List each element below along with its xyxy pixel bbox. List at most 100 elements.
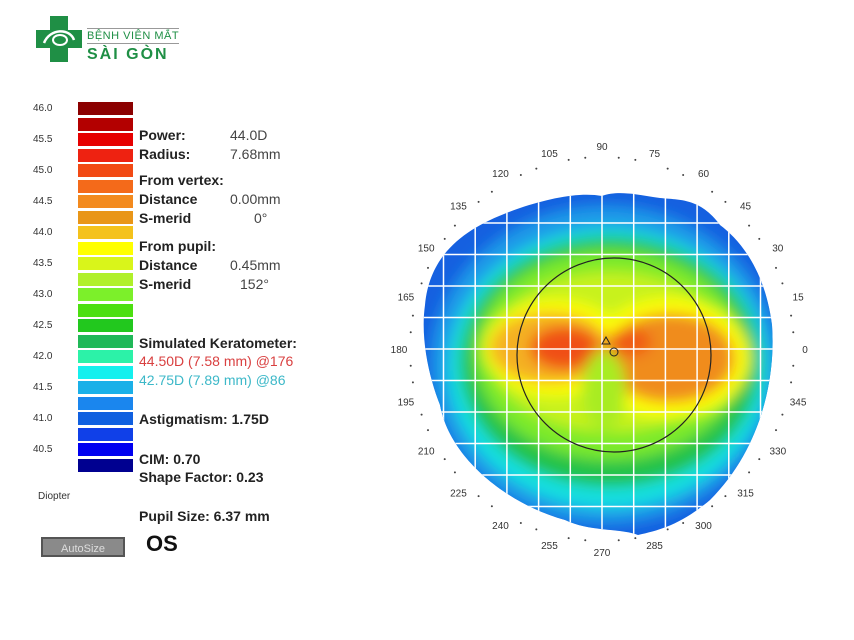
astigmatism: Astigmatism: 1.75D — [139, 411, 269, 427]
angle-tick — [790, 381, 793, 384]
angle-tick — [535, 167, 538, 170]
scale-label: 42.5 — [33, 320, 53, 331]
angle-tick — [790, 314, 793, 317]
angle-tick — [443, 237, 446, 240]
scale-swatch — [78, 226, 133, 239]
autosize-button[interactable]: AutoSize — [41, 537, 125, 557]
angle-tick — [748, 224, 751, 227]
scale-swatch — [78, 427, 133, 441]
angle-tick — [617, 156, 620, 159]
angle-label: 180 — [391, 345, 408, 356]
angle-tick — [748, 471, 751, 474]
pupil-center-icon — [609, 347, 619, 357]
angle-label: 45 — [740, 201, 752, 212]
angle-label: 240 — [492, 521, 509, 532]
vertex-smerid-label: S-merid — [139, 210, 192, 226]
angle-label: 225 — [450, 489, 467, 500]
angle-label: 75 — [649, 149, 661, 160]
vertex-smerid-value: 0° — [254, 210, 268, 226]
angle-tick — [535, 528, 538, 531]
angle-label: 15 — [793, 292, 805, 303]
angle-tick — [758, 458, 761, 461]
pupil-distance-label: Distance — [139, 257, 198, 273]
scale-swatch — [78, 334, 133, 348]
angle-tick — [453, 471, 456, 474]
scale-swatch — [78, 350, 133, 363]
logo-line1: BỆNH VIỆN MẮT — [87, 28, 180, 44]
angle-label: 90 — [596, 142, 608, 153]
angle-tick — [781, 282, 784, 285]
angle-tick — [584, 539, 587, 542]
radius-label: Radius: — [139, 146, 191, 162]
angle-label: 315 — [737, 489, 754, 500]
angle-tick — [711, 505, 714, 508]
scale-swatch — [78, 102, 133, 115]
angle-tick — [792, 331, 795, 334]
angle-tick — [567, 537, 570, 540]
angle-label: 255 — [541, 541, 558, 552]
angle-label: 270 — [594, 548, 611, 559]
angle-tick — [420, 413, 423, 416]
scale-unit: Diopter — [38, 491, 71, 502]
angle-label: 285 — [646, 541, 663, 552]
angle-tick — [617, 539, 620, 542]
angle-tick — [409, 331, 412, 334]
pupil-size: Pupil Size: 6.37 mm — [139, 508, 270, 524]
scale-label: 43.0 — [33, 289, 53, 300]
radius-value: 7.68mm — [230, 146, 281, 162]
scale-swatch — [78, 257, 133, 270]
angle-label: 105 — [541, 149, 558, 160]
scale-swatch — [78, 272, 133, 286]
angle-tick — [443, 458, 446, 461]
scale-swatch — [78, 381, 133, 394]
scale-swatch — [78, 288, 133, 301]
angle-tick — [477, 495, 480, 498]
scale-swatch — [78, 443, 133, 456]
scale-label: 44.0 — [33, 227, 53, 238]
angle-tick — [490, 505, 493, 508]
scale-swatch — [78, 117, 133, 131]
angle-tick — [792, 364, 795, 367]
angle-tick — [724, 495, 727, 498]
simk-flat: 42.75D (7.89 mm) @86 — [139, 372, 286, 388]
angle-tick — [411, 381, 414, 384]
angle-tick — [584, 156, 587, 159]
scale-label: 45.5 — [33, 134, 53, 145]
angle-label: 30 — [772, 244, 784, 255]
angle-tick — [411, 314, 414, 317]
angle-tick — [724, 200, 727, 203]
pupil-circle — [516, 257, 712, 453]
scale-swatch — [78, 396, 133, 410]
angle-label: 330 — [769, 447, 786, 458]
angle-tick — [519, 173, 522, 176]
eye-cross-logo-icon — [36, 16, 82, 62]
angle-tick — [453, 224, 456, 227]
scale-swatch — [78, 195, 133, 208]
pupil-smerid-value: 152° — [240, 276, 269, 292]
scale-swatch — [78, 365, 133, 379]
angle-tick — [567, 158, 570, 161]
angle-label: 345 — [790, 398, 807, 409]
angle-label: 165 — [398, 292, 415, 303]
angle-tick — [775, 429, 778, 432]
scale-swatch — [78, 241, 133, 255]
angle-tick — [519, 522, 522, 525]
angle-tick — [634, 537, 637, 540]
scale-label: 41.5 — [33, 382, 53, 393]
scale-label: 43.5 — [33, 258, 53, 269]
angle-tick — [666, 167, 669, 170]
angle-label: 120 — [492, 169, 509, 180]
simk-steep: 44.50D (7.58 mm) @176 — [139, 353, 294, 369]
angle-tick — [409, 364, 412, 367]
angle-tick — [490, 190, 493, 193]
logo-line2: SÀI GÒN — [87, 46, 169, 63]
power-value: 44.0D — [230, 127, 268, 143]
angle-label: 210 — [418, 447, 435, 458]
shape-factor: Shape Factor: 0.23 — [139, 469, 264, 485]
cim: CIM: 0.70 — [139, 451, 201, 467]
scale-swatch — [78, 148, 133, 162]
scale-swatch — [78, 458, 133, 472]
scale-label: 40.5 — [33, 444, 53, 455]
angle-tick — [666, 528, 669, 531]
scale-label: 46.0 — [33, 103, 53, 114]
